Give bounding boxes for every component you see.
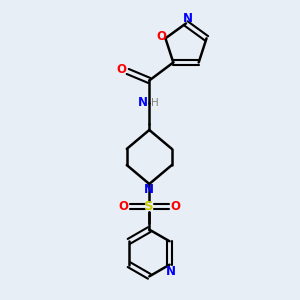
Text: O: O [118,200,128,213]
Text: N: N [138,97,148,110]
Text: O: O [170,200,180,213]
Text: O: O [116,63,126,76]
Text: H: H [151,98,159,108]
Text: N: N [166,265,176,278]
Text: S: S [145,200,154,213]
Text: O: O [156,30,166,43]
Text: N: N [182,12,193,26]
Text: N: N [144,184,154,196]
